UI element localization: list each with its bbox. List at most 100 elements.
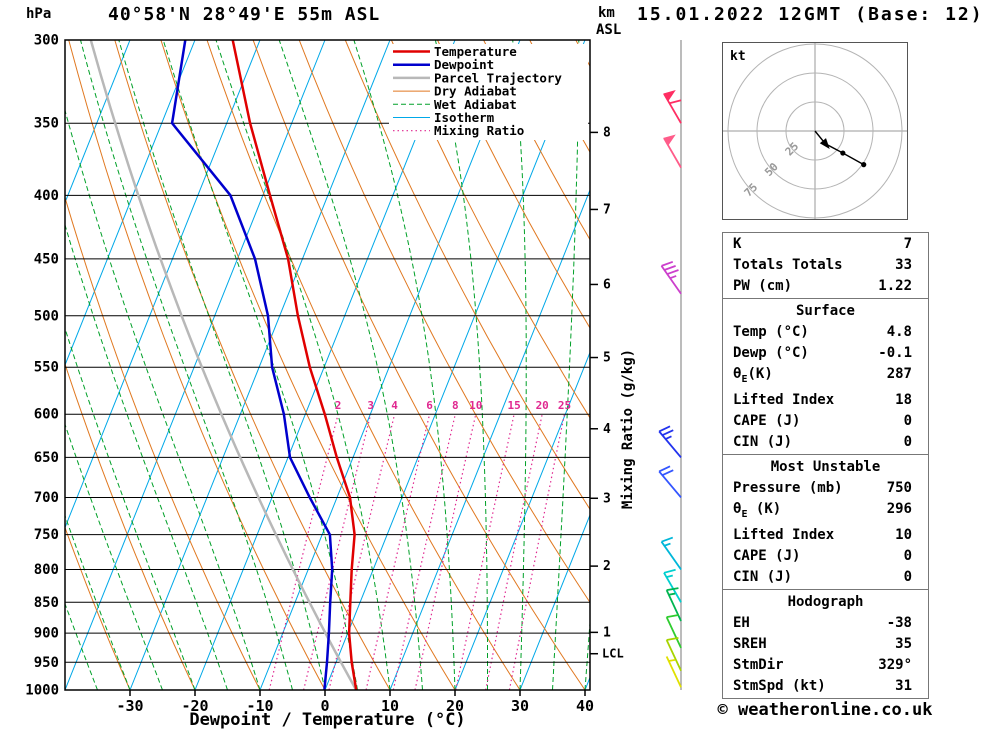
- row-label: θE(K): [733, 366, 773, 385]
- hodograph-arrow: [819, 138, 830, 149]
- mixing-ratio-value: 2: [335, 399, 342, 412]
- row-value: 33: [895, 257, 912, 273]
- table-row: θE (K) 296: [723, 499, 928, 525]
- row-label: StmDir: [733, 656, 784, 673]
- row-value: 0: [903, 547, 912, 564]
- temp-tick-label: 30: [511, 697, 529, 715]
- isotherm-line: [259, 40, 521, 690]
- row-label: CAPE (J): [733, 412, 801, 429]
- row-label: Temp (°C): [733, 324, 809, 340]
- pressure-tick-label: 350: [34, 116, 59, 132]
- row-value: 35: [895, 635, 912, 652]
- valid-time-title: 15.01.2022 12GMT (Base: 12): [637, 4, 984, 25]
- mixing-ratio-value: 6: [426, 399, 433, 412]
- indices-table: K 7 Totals Totals 33 PW (cm) 1.22: [722, 232, 929, 299]
- legend-label: Dewpoint: [434, 57, 494, 72]
- table-row: CAPE (J) 0: [723, 546, 928, 567]
- legend-label: Isotherm: [434, 110, 495, 125]
- table-header: Surface: [795, 303, 855, 319]
- legend-label: Dry Adiabat: [434, 84, 517, 99]
- dewpoint-curve: [170, 40, 334, 690]
- pressure-tick-label: 600: [34, 407, 59, 423]
- profile-lines: [89, 40, 358, 690]
- table-row: StmDir 329°: [723, 655, 928, 676]
- pressure-tick-label: 1000: [25, 683, 59, 699]
- temperature-curve: [231, 40, 358, 690]
- wind-barb: [663, 134, 682, 169]
- mixing-ratio-line: [392, 414, 456, 690]
- mixing-ratio-line: [303, 414, 372, 690]
- dry-adiabat-line: [65, 526, 131, 690]
- isotherm-line: [454, 351, 590, 690]
- row-value: -0.1: [878, 345, 912, 361]
- wind-barb: [663, 568, 682, 603]
- row-label: PW (cm): [733, 278, 793, 294]
- pressure-tick-label: 750: [34, 527, 59, 543]
- row-value: 7: [903, 236, 912, 252]
- legend-label: Wet Adiabat: [434, 97, 517, 112]
- row-value: 329°: [878, 656, 912, 673]
- dry-adiabat-line: [390, 40, 590, 419]
- km-tick-label: 3: [603, 491, 611, 506]
- mixing-ratio-value: 25: [558, 399, 571, 412]
- temperature-axis: -30 -20 -10 0 10 20 30 40: [116, 690, 594, 715]
- isotherm-line: [65, 40, 196, 367]
- row-label: θE (K): [733, 500, 782, 520]
- x-axis-label: Dewpoint / Temperature (°C): [189, 710, 466, 730]
- hodograph-trace-dot: [861, 162, 867, 168]
- wind-barb: [658, 465, 682, 499]
- table-row: Lifted Index 18: [723, 390, 928, 411]
- temp-tick-label: -30: [116, 697, 143, 715]
- row-label: Dewp (°C): [733, 345, 809, 361]
- wet-adiabat-line: [65, 327, 196, 690]
- parcel-trajectory-curve: [89, 40, 358, 690]
- table-header: Hodograph: [787, 593, 864, 610]
- indices-panel: K 7 Totals Totals 33 PW (cm) 1.22 Surface Temp …: [722, 232, 929, 699]
- wind-barb: [660, 260, 682, 295]
- isotherm-line: [65, 40, 261, 529]
- isotherm-line: [129, 40, 391, 690]
- mixing-ratio-value: 8: [452, 399, 459, 412]
- hodograph-border: [722, 42, 908, 220]
- pressure-unit-label: hPa: [26, 6, 52, 22]
- wind-barb: [665, 587, 682, 622]
- pressure-tick-label: 900: [34, 626, 59, 642]
- mixing-ratio-value: 4: [391, 399, 398, 412]
- pressure-tick-label: 850: [34, 595, 59, 611]
- row-value: 750: [886, 479, 912, 496]
- row-value: 0: [903, 568, 912, 585]
- dry-adiabat-line: [65, 362, 196, 690]
- row-label: Lifted Index: [733, 526, 835, 543]
- table-row: StmSpd (kt) 31: [723, 676, 928, 697]
- wet-adiabat-line: [118, 40, 326, 690]
- hodograph-table: Hodograph EH -38 SREH 35 StmDir 329° StmSpd (kt…: [722, 588, 929, 699]
- row-label: CAPE (J): [733, 547, 801, 564]
- temp-tick-label: 20: [446, 697, 464, 715]
- row-value: 18: [895, 391, 912, 408]
- table-row: Dewp (°C) -0.1: [723, 343, 928, 364]
- row-label: SREH: [733, 635, 767, 652]
- isotherm-line: [324, 40, 586, 690]
- row-label: Lifted Index: [733, 391, 835, 408]
- table-row: CAPE (J) 0: [723, 411, 928, 432]
- hodograph-panel: 25 50 75 kt: [722, 42, 908, 220]
- km-unit-label: km: [598, 5, 615, 21]
- station-title: 40°58'N 28°49'E 55m ASL: [108, 4, 381, 25]
- most-unstable-table: Most Unstable Pressure (mb) 750 θE (K) 296 Li…: [722, 453, 929, 590]
- dry-adiabat-line: [68, 40, 326, 690]
- isotherm-line: [194, 40, 456, 690]
- pressure-axis-labels: 300 350 400 450 500 550 600 650 700 750 800 850 900 9…: [25, 33, 59, 699]
- row-value: 31: [895, 677, 912, 694]
- table-row: Totals Totals 33: [723, 255, 928, 276]
- wind-barb: [660, 536, 682, 571]
- row-label: EH: [733, 614, 750, 631]
- dry-adiabat-line: [437, 40, 590, 329]
- legend-label: Parcel Trajectory: [434, 70, 562, 85]
- lcl-label: LCL: [602, 647, 624, 661]
- asl-label: ASL: [596, 22, 622, 38]
